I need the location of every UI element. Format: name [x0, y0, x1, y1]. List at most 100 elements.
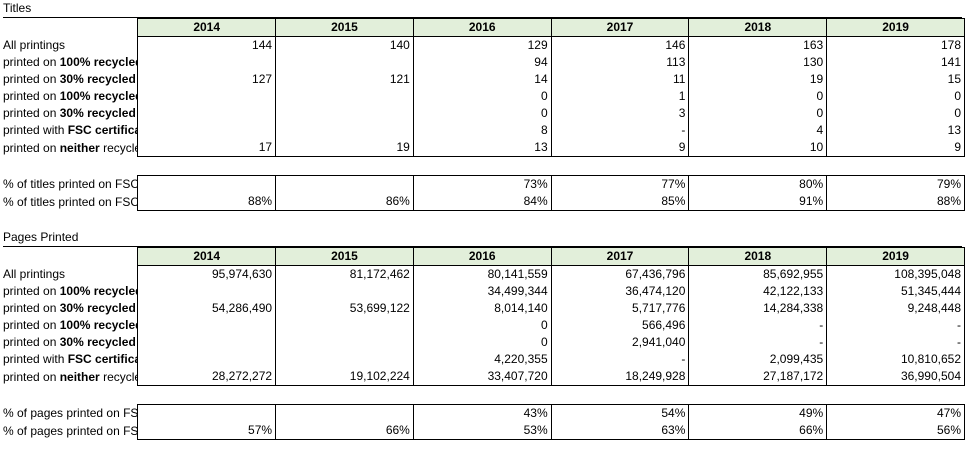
value-cell[interactable]: 0 — [412, 334, 552, 351]
percent-value-cell[interactable]: 79% — [826, 175, 965, 193]
value-cell[interactable]: 566,496 — [550, 317, 690, 334]
value-cell[interactable]: 129 — [412, 36, 552, 54]
value-cell[interactable]: 94 — [412, 54, 552, 71]
percent-label-cell[interactable]: % of pages printed on FSC and 100% recyc… — [3, 406, 138, 420]
value-cell[interactable] — [137, 122, 277, 139]
value-cell[interactable]: 0 — [412, 88, 552, 105]
value-cell[interactable]: 0 — [826, 105, 965, 122]
value-cell[interactable]: 140 — [275, 36, 414, 54]
value-cell[interactable]: 13 — [412, 139, 552, 157]
value-cell[interactable]: 144 — [137, 36, 277, 54]
percent-value-cell[interactable]: 66% — [688, 422, 828, 440]
spacer-cell[interactable] — [0, 386, 965, 405]
value-cell[interactable]: 0 — [826, 88, 965, 105]
value-cell[interactable] — [275, 351, 414, 368]
value-cell[interactable]: 19 — [275, 139, 414, 157]
value-cell[interactable]: - — [550, 122, 690, 139]
value-cell[interactable]: 108,395,048 — [826, 265, 965, 283]
year-header-cell[interactable]: 2018 — [688, 18, 828, 37]
row-label-cell[interactable]: printed on 100% recycled and FSC paper — [0, 54, 138, 71]
section-heading[interactable]: Pages Printed — [0, 229, 965, 248]
value-cell[interactable]: 163 — [688, 36, 828, 54]
value-cell[interactable]: 85,692,955 — [688, 265, 828, 283]
blank-cell[interactable] — [0, 248, 138, 266]
percent-value-cell[interactable] — [275, 175, 414, 193]
year-header-cell[interactable]: 2015 — [275, 247, 414, 266]
value-cell[interactable]: 42,122,133 — [688, 283, 828, 300]
row-label-cell[interactable]: printed with FSC certification (not recy… — [0, 122, 138, 139]
row-label-cell[interactable]: printed on 100% recycled paper (not FSC) — [0, 317, 138, 334]
value-cell[interactable] — [275, 54, 414, 71]
percent-value-cell[interactable]: 47% — [826, 404, 965, 422]
value-cell[interactable]: 8,014,140 — [412, 300, 552, 317]
percent-value-cell[interactable]: 80% — [688, 175, 828, 193]
value-cell[interactable] — [275, 317, 414, 334]
value-cell[interactable]: 10 — [688, 139, 828, 157]
value-cell[interactable] — [137, 283, 277, 300]
value-cell[interactable]: 113 — [550, 54, 690, 71]
percent-value-cell[interactable]: 56% — [826, 422, 965, 440]
value-cell[interactable]: 14,284,338 — [688, 300, 828, 317]
value-cell[interactable] — [275, 88, 414, 105]
year-header-cell[interactable]: 2016 — [412, 247, 552, 266]
value-cell[interactable]: 10,810,652 — [826, 351, 965, 368]
row-label-cell[interactable]: printed on 100% recycled paper (not FSC) — [0, 88, 138, 105]
percent-value-cell[interactable] — [137, 404, 277, 422]
value-cell[interactable] — [137, 54, 277, 71]
value-cell[interactable]: 17 — [137, 139, 277, 157]
percent-value-cell[interactable]: 54% — [550, 404, 690, 422]
value-cell[interactable]: 27,187,172 — [688, 368, 828, 386]
percent-value-cell[interactable]: 77% — [550, 175, 690, 193]
percent-value-cell[interactable]: 63% — [550, 422, 690, 440]
percent-value-cell[interactable]: 49% — [688, 404, 828, 422]
value-cell[interactable]: 0 — [688, 105, 828, 122]
value-cell[interactable] — [137, 334, 277, 351]
value-cell[interactable]: 0 — [412, 317, 552, 334]
percent-value-cell[interactable]: 84% — [412, 193, 552, 211]
value-cell[interactable]: 13 — [826, 122, 965, 139]
value-cell[interactable]: 19,102,224 — [275, 368, 414, 386]
value-cell[interactable]: 2,099,435 — [688, 351, 828, 368]
year-header-cell[interactable]: 2019 — [826, 18, 965, 37]
percent-label-cell[interactable]: % of titles printed on FSC and at least … — [3, 194, 138, 209]
value-cell[interactable]: 127 — [137, 71, 277, 88]
value-cell[interactable]: - — [550, 351, 690, 368]
percent-label-cell[interactable]: % of pages printed on FSC and at least 3… — [3, 423, 138, 438]
value-cell[interactable]: 0 — [688, 88, 828, 105]
row-label-cell[interactable]: printed on 30% recycled paper (not FSC) — [0, 334, 138, 351]
blank-cell[interactable] — [0, 19, 138, 37]
value-cell[interactable]: 33,407,720 — [412, 368, 552, 386]
percent-value-cell[interactable]: 43% — [412, 404, 552, 422]
section-heading[interactable]: Titles — [0, 0, 965, 19]
value-cell[interactable]: 146 — [550, 36, 690, 54]
value-cell[interactable] — [275, 283, 414, 300]
value-cell[interactable] — [137, 105, 277, 122]
row-label-cell[interactable]: printed on 100% recycled and FSC paper — [0, 283, 138, 300]
value-cell[interactable]: 130 — [688, 54, 828, 71]
value-cell[interactable]: - — [688, 317, 828, 334]
value-cell[interactable]: 54,286,490 — [137, 300, 277, 317]
value-cell[interactable]: 5,717,776 — [550, 300, 690, 317]
percent-value-cell[interactable]: 66% — [275, 422, 414, 440]
value-cell[interactable] — [137, 317, 277, 334]
percent-value-cell[interactable] — [275, 404, 414, 422]
percent-value-cell[interactable]: 53% — [412, 422, 552, 440]
year-header-cell[interactable]: 2014 — [137, 247, 277, 266]
value-cell[interactable] — [275, 105, 414, 122]
value-cell[interactable] — [137, 88, 277, 105]
value-cell[interactable]: 4 — [688, 122, 828, 139]
value-cell[interactable]: 95,974,630 — [137, 265, 277, 283]
year-header-cell[interactable]: 2019 — [826, 247, 965, 266]
value-cell[interactable]: 51,345,444 — [826, 283, 965, 300]
percent-value-cell[interactable]: 88% — [826, 193, 965, 211]
value-cell[interactable]: 121 — [275, 71, 414, 88]
value-cell[interactable]: 15 — [826, 71, 965, 88]
row-label-cell[interactable]: All printings — [0, 37, 138, 55]
value-cell[interactable]: 36,990,504 — [826, 368, 965, 386]
value-cell[interactable]: - — [826, 317, 965, 334]
value-cell[interactable] — [275, 122, 414, 139]
row-label-cell[interactable]: printed on 30% recycled and FSC paper — [0, 300, 138, 317]
value-cell[interactable]: 2,941,040 — [550, 334, 690, 351]
value-cell[interactable]: 19 — [688, 71, 828, 88]
value-cell[interactable]: - — [826, 334, 965, 351]
